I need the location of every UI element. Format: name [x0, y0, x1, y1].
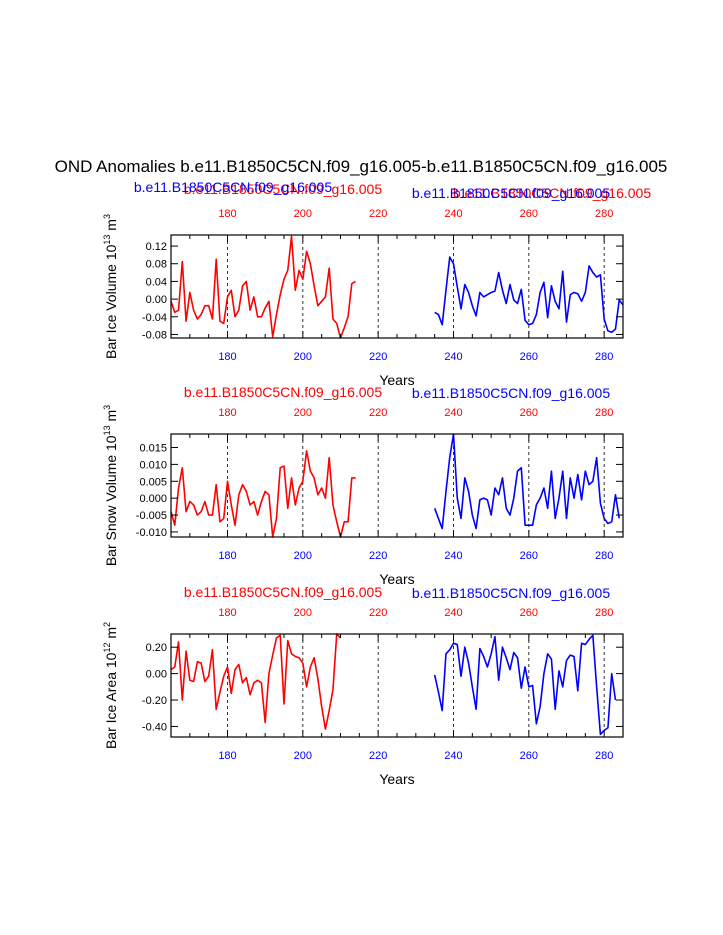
top-tick-label: 240	[444, 208, 462, 220]
top-tick-label: 280	[595, 607, 613, 619]
top-tick-label: 200	[294, 607, 312, 619]
y-tick-label: -0.20	[142, 695, 167, 707]
y-tick-label: 0.20	[146, 642, 167, 654]
y-tick-label: -0.40	[142, 721, 167, 733]
top-tick-label: 260	[520, 208, 538, 220]
top-tick-label: 280	[595, 208, 613, 220]
plots: -0.08-0.040.000.040.080.1218018020020022…	[102, 179, 651, 787]
series-line-blue	[433, 634, 617, 736]
y-tick-label: 0.000	[139, 493, 167, 505]
x-tick-label: 180	[218, 750, 236, 762]
top-tick-label: 220	[369, 607, 387, 619]
y-axis-label-part: m	[103, 219, 119, 235]
x-tick-label: 220	[369, 750, 387, 762]
x-tick-label: 240	[444, 550, 462, 562]
x-axis-label: Years	[379, 571, 414, 587]
chart-panel-1: -0.08 -0.04 0.00 0.04 0.08 0.12 180 180 200 200 22…	[102, 179, 651, 388]
run-label-blue: b.e11.B1850C5CN.f09_g16.005	[412, 385, 610, 401]
y-tick-label: -0.08	[142, 329, 167, 341]
y-axis-label-part: 3	[102, 405, 112, 410]
y-axis-label: Bar Ice Area 1012 m2	[102, 622, 119, 749]
x-tick-label: 200	[294, 750, 312, 762]
y-tick-label: 0.005	[139, 476, 167, 488]
x-tick-label: 200	[294, 351, 312, 363]
y-axis-label-part: Bar Snow Volume 10	[103, 435, 119, 566]
top-tick-label: 260	[520, 407, 538, 419]
x-tick-label: 220	[369, 351, 387, 363]
series-line-blue	[433, 433, 621, 530]
x-tick-label: 180	[218, 351, 236, 363]
run-label-red: b.e11.B1850C5CN.f09_g16.005	[184, 384, 382, 400]
y-tick-label: 0.00	[146, 294, 167, 306]
y-tick-label: 0.015	[139, 443, 167, 455]
run-label-red: b.e11.B1850C5CN.f09_g16.005	[184, 584, 382, 600]
y-axis-label-part: 13	[102, 235, 112, 245]
run-label-red: b.e11.B1850C5CN.f09_g16.005	[453, 185, 651, 201]
top-tick-label: 180	[218, 208, 236, 220]
y-axis-label-part: m	[103, 627, 119, 643]
y-tick-label: -0.04	[142, 312, 167, 324]
y-tick-label: 0.08	[146, 259, 167, 271]
y-tick-label: 0.00	[146, 669, 167, 681]
series-line-red	[170, 633, 342, 730]
top-tick-label: 240	[444, 607, 462, 619]
x-axis-label: Years	[379, 372, 414, 388]
x-axis-label: Years	[379, 771, 414, 787]
y-tick-label: 0.04	[146, 276, 167, 288]
y-axis-label-part: Bar Ice Area 10	[103, 652, 119, 749]
x-tick-label: 200	[294, 550, 312, 562]
top-tick-label: 220	[369, 407, 387, 419]
top-tick-label: 240	[444, 407, 462, 419]
series-line-blue	[434, 256, 624, 334]
y-tick-label: -0.005	[136, 510, 167, 522]
x-tick-label: 260	[520, 550, 538, 562]
y-axis-label-part: 12	[102, 643, 112, 653]
x-tick-label: 220	[369, 550, 387, 562]
y-axis-label-part: 2	[102, 622, 112, 627]
top-tick-label: 200	[294, 407, 312, 419]
chart-panel-2: -0.010 -0.005 0.000 0.005 0.010 0.015 180 180 20…	[102, 384, 624, 587]
x-tick-label: 280	[595, 550, 613, 562]
run-label-red: b.e11.B1850C5CN.f09_g16.005	[184, 181, 382, 197]
top-tick-label: 200	[294, 208, 312, 220]
y-axis-label-part: Bar Ice Volume 10	[103, 244, 119, 359]
top-tick-label: 260	[520, 607, 538, 619]
y-tick-label: -0.010	[136, 527, 167, 539]
x-tick-label: 240	[444, 750, 462, 762]
top-tick-label: 180	[218, 407, 236, 419]
x-tick-label: 260	[520, 750, 538, 762]
y-tick-label: 0.010	[139, 459, 167, 471]
run-label-blue: b.e11.B1850C5CN.f09_g16.005	[134, 179, 332, 195]
x-tick-label: 260	[520, 351, 538, 363]
run-label-blue: b.e11.B1850C5CN.f09_g16.005	[412, 585, 610, 601]
run-label-blue: b.e11.B1850C5CN.f09_g16.005	[412, 185, 610, 201]
x-tick-label: 280	[595, 351, 613, 363]
y-axis-label-part: 3	[102, 214, 112, 219]
y-axis-label-part: m	[103, 410, 119, 426]
series-line-red	[170, 235, 356, 339]
x-tick-label: 180	[218, 550, 236, 562]
top-tick-label: 280	[595, 407, 613, 419]
series-line-red	[170, 450, 356, 538]
y-axis-label-part: 13	[102, 425, 112, 435]
figure-title: OND Anomalies b.e11.B1850C5CN.f09_g16.00…	[55, 157, 668, 176]
x-tick-label: 280	[595, 750, 613, 762]
x-tick-label: 240	[444, 351, 462, 363]
y-axis-label: Bar Ice Volume 1013 m3	[102, 214, 119, 359]
top-tick-label: 220	[369, 208, 387, 220]
y-tick-label: 0.12	[146, 241, 167, 253]
y-axis-label: Bar Snow Volume 1013 m3	[102, 405, 119, 566]
chart-panel-3: -0.40 -0.20 0.00 0.20 180 180 200 200 220 220 240 2…	[102, 584, 624, 787]
top-tick-label: 180	[218, 607, 236, 619]
